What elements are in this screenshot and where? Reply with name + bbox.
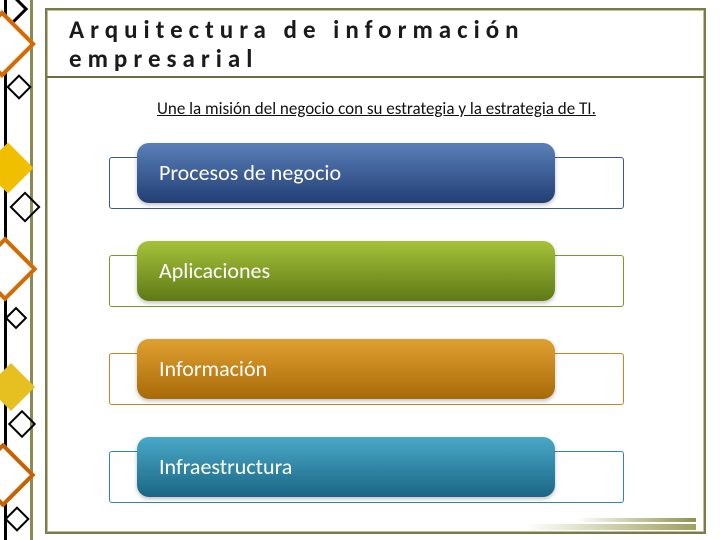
layer-pill: Infraestructura <box>137 437 555 497</box>
layer-row: Infraestructura <box>109 437 624 507</box>
ornament-diamond <box>9 191 40 222</box>
slide-title: Arquitectura de información empresarial <box>69 16 684 74</box>
ornament-diamond <box>0 143 33 194</box>
layers-list: Procesos de negocio Aplicaciones Informaci… <box>47 125 704 507</box>
layer-pill: Información <box>137 339 555 399</box>
slide-subtitle: Une la misión del negocio con su estrate… <box>47 78 704 125</box>
layer-label: Aplicaciones <box>159 257 270 284</box>
slide-frame: Arquitectura de información empresarial … <box>45 8 706 534</box>
layer-row: Información <box>109 339 624 409</box>
ornament-diamond <box>6 74 31 99</box>
layer-label: Información <box>159 355 267 382</box>
ornament-diamond <box>4 506 29 531</box>
layer-label: Infraestructura <box>159 453 292 480</box>
layer-row: Aplicaciones <box>109 241 624 311</box>
layer-pill: Aplicaciones <box>137 241 555 301</box>
layer-row: Procesos de negocio <box>109 143 624 213</box>
ornament-diamond <box>5 307 28 330</box>
layer-pill: Procesos de negocio <box>137 143 555 203</box>
title-container: Arquitectura de información empresarial <box>47 10 704 78</box>
layer-label: Procesos de negocio <box>159 159 341 186</box>
